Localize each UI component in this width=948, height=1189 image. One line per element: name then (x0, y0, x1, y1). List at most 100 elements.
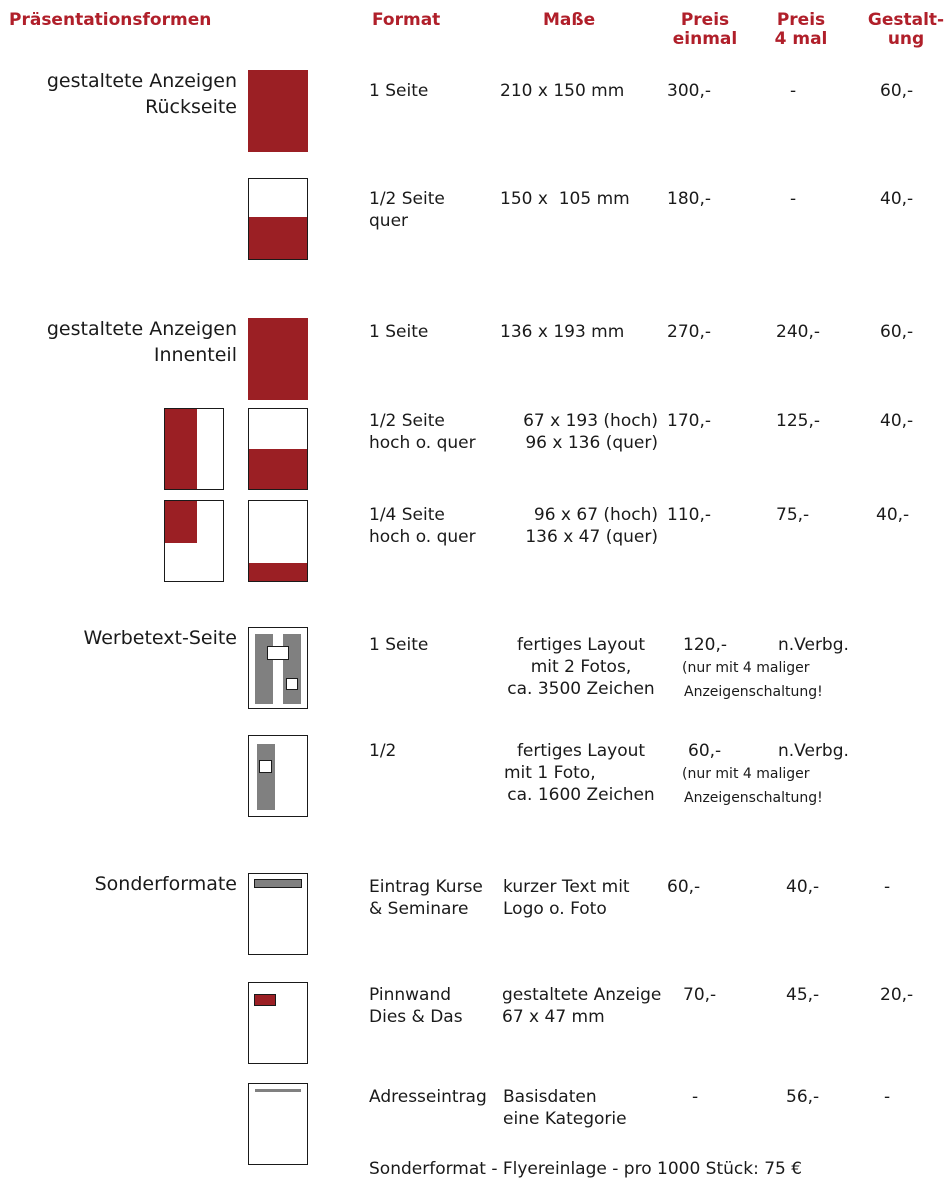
row-4-size-line1: 67 x 193 (hoch) (523, 411, 658, 431)
thumb-half-page-landscape (248, 178, 308, 260)
row-7-size-line2: mit 1 Foto, (504, 763, 596, 783)
header-size: Maße (543, 10, 596, 30)
row-8-format-line1: Eintrag Kurse (369, 877, 483, 897)
row-7-size: fertiges Layout mit 1 Foto, ca. 1600 Zei… (500, 740, 662, 806)
row-2-price-four: - (790, 189, 797, 209)
section-back-ads-line1: gestaltete Anzeigen (46, 70, 237, 92)
row-10-format: Adresseintrag (369, 1087, 487, 1107)
row-9-size-line1: gestaltete Anzeige (502, 985, 662, 1005)
row-6-price-once: 120,- (683, 635, 727, 655)
row-6-format: 1 Seite (369, 635, 429, 655)
row-7-note: (nur mit 4 maliger Anzeigenschaltung! (670, 764, 823, 808)
header-design-line2: ung (887, 29, 925, 49)
thumb-advert-text-full (248, 627, 308, 709)
row-4-format: 1/2 Seite hoch o. quer (369, 410, 476, 454)
row-9-format-line1: Pinnwand (369, 985, 452, 1005)
row-3-format: 1 Seite (369, 322, 429, 342)
row-1-size: 210 x 150 mm (500, 81, 625, 101)
row-1-price-four: - (790, 81, 797, 101)
row-9-format: Pinnwand Dies & Das (369, 984, 463, 1028)
header-forms: Präsentationsformen (9, 10, 212, 30)
row-4-size-line2: 96 x 136 (quer) (525, 433, 658, 453)
thumb-half-page-portrait (164, 408, 224, 490)
row-5-format: 1/4 Seite hoch o. quer (369, 504, 476, 548)
thumb-quarter-page-portrait (164, 500, 224, 582)
row-5-format-line2: hoch o. quer (369, 527, 476, 547)
section-back-ads: gestaltete Anzeigen Rückseite (47, 68, 237, 120)
thumb-pinboard-page (248, 982, 308, 1064)
thumb-address-entry (248, 1083, 308, 1165)
row-7-size-line3: ca. 1600 Zeichen (507, 785, 655, 805)
header-price-once: Preis einmal (664, 11, 746, 49)
row-9-format-line2: Dies & Das (369, 1007, 463, 1027)
row-3-price-four: 240,- (776, 322, 820, 342)
row-6-price-four: n.Verbg. (778, 635, 849, 655)
row-7-note-line2: Anzeigenschaltung! (684, 790, 823, 806)
header-format: Format (372, 10, 441, 30)
row-7-format: 1/2 (369, 741, 397, 761)
thumb-advert-text-half (248, 735, 308, 817)
header-price-once-line1: Preis (680, 10, 730, 30)
section-inner-ads: gestaltete Anzeigen Innenteil (47, 316, 237, 368)
row-3-size: 136 x 193 mm (500, 322, 625, 342)
row-4-format-line2: hoch o. quer (369, 433, 476, 453)
thumb-full-page-inner (248, 318, 308, 400)
row-2-price-once: 180,- (667, 189, 711, 209)
row-6-note-line2: Anzeigenschaltung! (684, 684, 823, 700)
row-10-size-line1: Basisdaten (503, 1087, 597, 1107)
row-10-price-once: - (692, 1087, 699, 1107)
row-9-size-line2: 67 x 47 mm (502, 1007, 605, 1027)
header-price-four-line2: 4 mal (774, 29, 828, 49)
row-10-size-line2: eine Kategorie (503, 1109, 627, 1129)
row-6-size-line2: mit 2 Fotos, (530, 657, 632, 677)
row-6-note-line1: (nur mit 4 maliger (682, 660, 810, 676)
section-inner-ads-line1: gestaltete Anzeigen (46, 318, 237, 340)
row-6-size-line1: fertiges Layout (516, 635, 646, 655)
row-6-size-line3: ca. 3500 Zeichen (507, 679, 655, 699)
section-special-formats: Sonderformate (94, 873, 237, 895)
row-9-size: gestaltete Anzeige 67 x 47 mm (502, 984, 661, 1028)
row-7-size-line1: fertiges Layout (516, 741, 646, 761)
row-8-format-line2: & Seminare (369, 899, 469, 919)
row-7-price-once: 60,- (688, 741, 722, 761)
row-5-price-four: 75,- (776, 505, 810, 525)
row-8-price-four: 40,- (786, 877, 820, 897)
row-3-price-once: 270,- (667, 322, 711, 342)
row-6-size: fertiges Layout mit 2 Fotos, ca. 3500 Ze… (500, 634, 662, 700)
footer-note: Sonderformat - Flyereinlage - pro 1000 S… (369, 1159, 803, 1179)
header-price-four: Preis 4 mal (766, 11, 836, 49)
thumb-course-entry (248, 873, 308, 955)
thumb-full-page (248, 70, 308, 152)
row-4-format-line1: 1/2 Seite (369, 411, 445, 431)
row-8-price-once: 60,- (667, 877, 701, 897)
row-1-design: 60,- (880, 81, 914, 101)
row-9-price-four: 45,- (786, 985, 820, 1005)
row-9-design: 20,- (880, 985, 914, 1005)
row-8-design: - (884, 877, 891, 897)
row-8-format: Eintrag Kurse & Seminare (369, 876, 483, 920)
header-design: Gestalt- ung (864, 11, 948, 49)
thumb-half-page-landscape-inner (248, 408, 308, 490)
header-design-line1: Gestalt- (867, 10, 945, 30)
row-5-format-line1: 1/4 Seite (369, 505, 445, 525)
row-8-size-line2: Logo o. Foto (503, 899, 607, 919)
row-7-price-four: n.Verbg. (778, 741, 849, 761)
row-7-note-line1: (nur mit 4 maliger (682, 766, 810, 782)
row-2-format: 1/2 Seite quer (369, 188, 445, 232)
row-5-size-line1: 96 x 67 (hoch) (533, 505, 658, 525)
row-2-design: 40,- (880, 189, 914, 209)
row-2-format-line2: quer (369, 211, 409, 231)
row-8-size-line1: kurzer Text mit (503, 877, 630, 897)
row-1-price-once: 300,- (667, 81, 711, 101)
row-4-price-once: 170,- (667, 411, 711, 431)
thumb-quarter-page-landscape (248, 500, 308, 582)
row-8-size: kurzer Text mit Logo o. Foto (503, 876, 630, 920)
row-5-price-once: 110,- (667, 505, 711, 525)
section-inner-ads-line2: Innenteil (153, 344, 237, 366)
row-6-note: (nur mit 4 maliger Anzeigenschaltung! (670, 658, 823, 702)
row-4-design: 40,- (880, 411, 914, 431)
header-price-once-line2: einmal (672, 29, 738, 49)
section-back-ads-line2: Rückseite (145, 96, 237, 118)
row-10-design: - (884, 1087, 891, 1107)
row-4-size: 67 x 193 (hoch) 96 x 136 (quer) (523, 410, 658, 454)
